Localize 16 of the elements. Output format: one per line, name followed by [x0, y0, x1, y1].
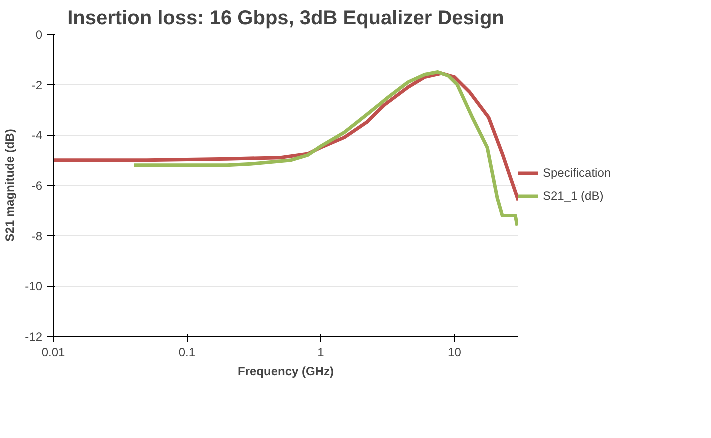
- y-tick-label: -6: [32, 179, 43, 193]
- y-tick-label: -8: [32, 229, 43, 244]
- x-tick-label: 1: [318, 346, 325, 360]
- x-tick-label: 0.01: [42, 346, 66, 360]
- y-axis-title: S21 magnitude (dB): [3, 129, 18, 242]
- x-tick-label: 10: [448, 346, 462, 360]
- y-tick-label: -4: [32, 128, 43, 143]
- x-tick-label: 0.1: [178, 346, 196, 360]
- y-tick-label: 0: [36, 28, 43, 42]
- legend-label: S21_1 (dB): [543, 189, 604, 203]
- chart-title: Insertion loss: 16 Gbps, 3dB Equalizer Design: [68, 8, 504, 30]
- y-tick-label: -2: [32, 78, 43, 92]
- legend-label: Specification: [543, 166, 612, 180]
- y-tick-label: -10: [25, 280, 43, 294]
- x-axis-title: Frequency (GHz): [238, 364, 334, 378]
- y-tick-label: -12: [25, 330, 43, 344]
